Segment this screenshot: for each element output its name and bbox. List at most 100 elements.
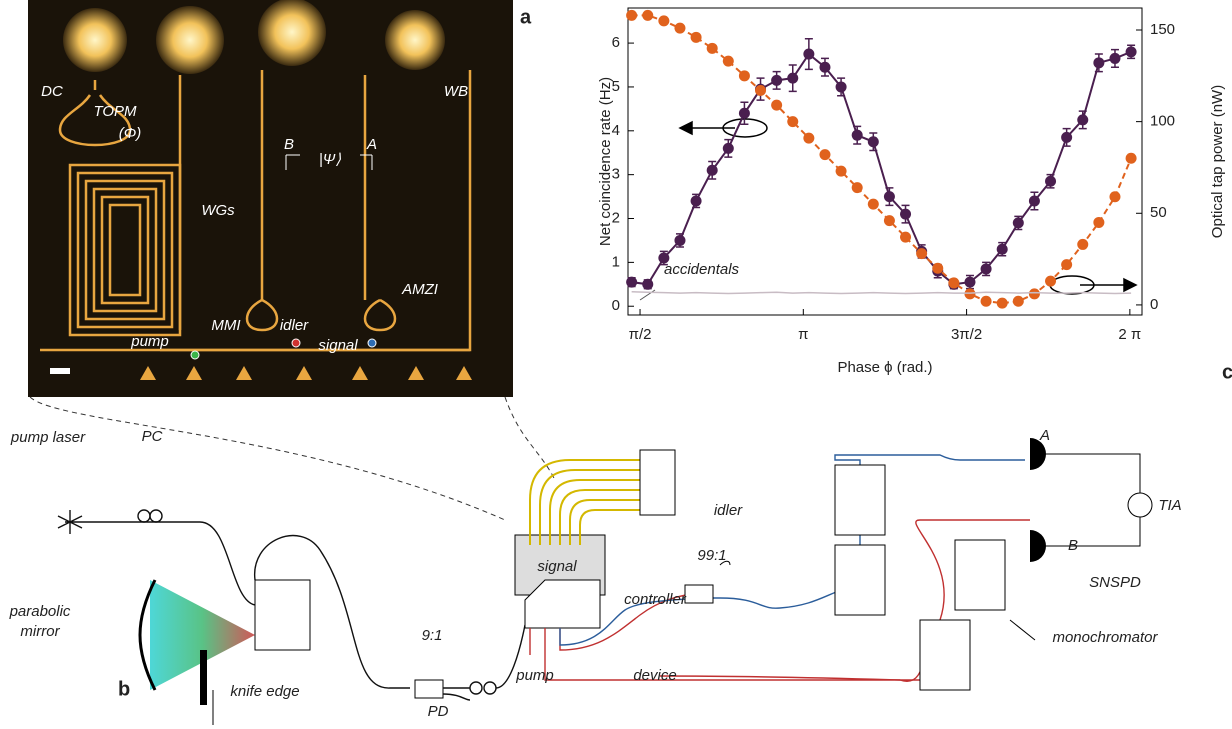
schematic-label: B <box>1068 537 1078 554</box>
data-point <box>900 232 911 243</box>
schematic-label: idler <box>714 502 743 519</box>
data-point <box>739 108 750 119</box>
data-point <box>1126 46 1137 57</box>
data-point <box>755 85 766 96</box>
micrograph-label: TOPM <box>93 103 137 120</box>
data-point <box>964 277 975 288</box>
y-tick-label: 0 <box>612 297 620 314</box>
x-axis-label: Phase ϕ (rad.) <box>837 359 932 376</box>
data-point <box>1093 57 1104 68</box>
micrograph-label: signal <box>318 337 358 354</box>
schematic-label: A <box>1039 427 1050 444</box>
data-point <box>1093 217 1104 228</box>
data-point <box>981 296 992 307</box>
data-point <box>674 23 685 34</box>
scale-bar <box>50 368 70 374</box>
knife-edge <box>200 650 207 705</box>
y-axis-label: Net coincidence rate (Hz) <box>597 77 614 246</box>
data-point <box>1013 296 1024 307</box>
wire-bond <box>258 0 326 66</box>
schematic-label: PD <box>428 703 449 720</box>
schematic-label: pump laser <box>10 429 86 446</box>
data-point <box>658 15 669 26</box>
data-point <box>981 263 992 274</box>
data-point <box>819 62 830 73</box>
data-point <box>1029 288 1040 299</box>
micrograph-label: WB <box>444 83 468 100</box>
data-point <box>787 116 798 127</box>
data-point <box>674 235 685 246</box>
schematic-label: knife edge <box>230 683 299 700</box>
data-point <box>1045 176 1056 187</box>
micrograph-label: A <box>366 136 377 153</box>
data-point <box>1077 239 1088 250</box>
schematic-label: 9:1 <box>422 627 443 644</box>
data-point <box>868 199 879 210</box>
data-point <box>1077 114 1088 125</box>
data-point <box>739 70 750 81</box>
micrograph-label: (Φ) <box>119 125 142 142</box>
micrograph-label: B <box>284 136 294 153</box>
data-point <box>836 81 847 92</box>
schematic-label: PC <box>142 428 163 445</box>
zoom-lines <box>30 397 555 520</box>
data-point <box>626 277 637 288</box>
data-point <box>900 209 911 220</box>
data-point <box>787 73 798 84</box>
x-tick-label: π/2 <box>629 326 652 343</box>
data-point <box>1126 153 1137 164</box>
data-point <box>1029 195 1040 206</box>
schematic-label: signal <box>537 558 577 575</box>
data-point <box>771 100 782 111</box>
data-point <box>948 277 959 288</box>
schematic-label: 99:1 <box>697 547 726 564</box>
data-point <box>642 279 653 290</box>
fit-line <box>632 52 1131 284</box>
y2-tick-label: 0 <box>1150 296 1158 313</box>
data-point <box>642 10 653 21</box>
y2-tick-label: 100 <box>1150 113 1175 130</box>
data-point <box>803 49 814 60</box>
panel-label: a <box>520 6 532 28</box>
data-point <box>723 143 734 154</box>
wire-bond <box>156 6 224 74</box>
panel-label: b <box>118 678 130 700</box>
controller <box>640 450 675 515</box>
micrograph-label: pump <box>130 333 169 350</box>
figure: DCTOPM(Φ)B|Ψ⟩AWBWGsAMZIMMIpumpidlersigna… <box>0 0 1232 729</box>
data-point <box>707 43 718 54</box>
data-point <box>868 136 879 147</box>
data-point <box>836 166 847 177</box>
pump-marker <box>191 351 199 359</box>
x-tick-label: 3π/2 <box>951 326 982 343</box>
x-tick-label: π <box>798 326 808 343</box>
micrograph-label: |Ψ⟩ <box>319 151 341 168</box>
data-point <box>997 244 1008 255</box>
data-point <box>1109 53 1120 64</box>
schematic-label: parabolic <box>9 603 71 620</box>
y-tick-label: 1 <box>612 253 620 270</box>
data-point <box>884 215 895 226</box>
data-point <box>1061 259 1072 270</box>
micrograph-label: WGs <box>201 202 235 219</box>
schematic-label: pump <box>515 667 554 684</box>
data-point <box>691 32 702 43</box>
schematic-label: TIA <box>1158 497 1181 514</box>
fit-line <box>632 15 1131 303</box>
data-point <box>803 133 814 144</box>
data-point <box>884 191 895 202</box>
data-point <box>1045 276 1056 287</box>
wire-bond <box>63 8 127 72</box>
series-annotation: accidentals <box>664 261 740 278</box>
data-point <box>997 298 1008 309</box>
schematic-label: monochromator <box>1052 629 1158 646</box>
signal-marker <box>368 339 376 347</box>
schematic-label: device <box>633 667 676 684</box>
data-point <box>1109 191 1120 202</box>
electrical-wires <box>530 460 640 545</box>
data-point <box>932 263 943 274</box>
y2-tick-label: 50 <box>1150 204 1167 221</box>
y2-axis-label: Optical tap power (nW) <box>1209 85 1226 238</box>
data-point <box>852 130 863 141</box>
